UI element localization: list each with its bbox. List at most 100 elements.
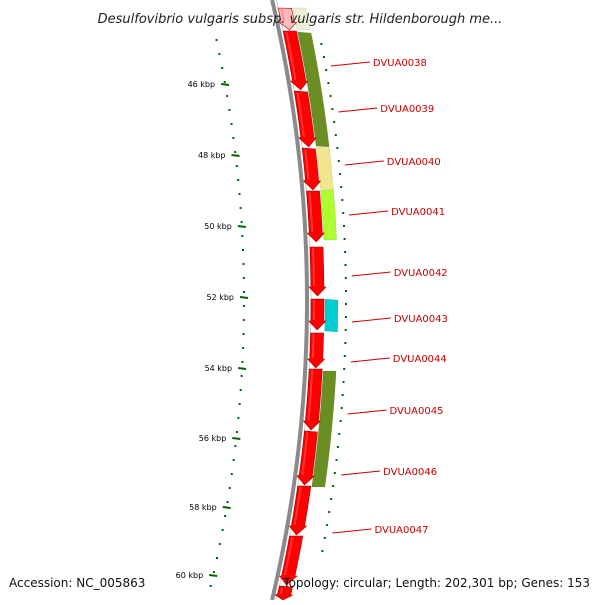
outer-tick-dot [336,147,339,149]
gene-arrow-highlight [304,149,310,180]
gene-arrow-highlight [301,432,309,475]
gene-leader-line [350,357,390,363]
outer-tick-dot [334,134,337,136]
scale-tick-label: 48 kbp [198,151,226,160]
gene-leader-line [351,317,391,323]
gene-label: DVUA0039 [380,104,434,115]
gene-arrow-highlight [279,587,284,595]
gene-label: DVUA0041 [391,207,445,218]
gene-arrow-highlight [280,9,286,22]
inner-tick-dot [221,67,224,69]
inner-tick-dot [240,221,243,223]
topology-summary: Topology: circular; Length: 202,301 bp; … [282,576,590,590]
outer-tick-dot [345,290,347,292]
inner-tick-dot [212,571,215,573]
gene-label: DVUA0047 [375,525,429,536]
accession-text: Accession: NC_005863 [9,576,145,590]
inner-tick-dot [239,389,242,391]
inner-tick-dot [238,193,241,195]
outer-tick-dot [341,199,344,201]
gene-leader-line [344,160,384,166]
inner-tick-dot [242,277,245,279]
gene-arrow [308,298,327,331]
gene-label: DVUA0043 [394,314,448,325]
scale-tick [222,506,231,509]
outer-tick-dot [321,550,324,552]
inner-tick-dot [234,151,237,153]
inner-tick-dot [228,109,231,111]
inner-tick-dot [240,375,243,377]
backbone-outer-line [270,0,309,601]
outer-tick-dot [344,251,347,253]
inner-tick-dot [218,53,221,55]
scale-tick-label: 58 kbp [189,503,217,512]
inner-tick-dot [242,347,245,349]
outer-tick-dot [320,43,323,45]
outer-tick-dot [328,511,331,513]
scale-tick [232,437,241,440]
gene-labels-layer: DVUA0038 DVUA0039 DVUA0040 DVUA0041 DVUA0042… [330,58,448,536]
inner-tick-dot [221,529,224,531]
features-layer [292,7,339,488]
outer-tick-dot [326,524,329,526]
outer-tick-dot [344,277,347,279]
gene-arrow-highlight [283,537,294,575]
outer-tick-dot [342,381,345,383]
outer-tick-dot [339,173,342,175]
outer-tick-dot [340,186,343,188]
gene-arrow-highlight [311,248,315,286]
gene-leader-line [332,528,372,534]
gene-label: DVUA0046 [383,467,437,478]
gene-label: DVUA0042 [394,268,448,279]
inner-tick-dot [216,557,218,559]
gene-arrow-highlight [296,92,305,137]
gene-label: DVUA0038 [373,58,427,69]
gene-leader-line [351,271,391,277]
inner-tick-dot [224,515,227,517]
outer-tick-dot [341,394,344,396]
genes-layer [274,7,327,601]
inner-tick-dot [235,165,238,167]
inner-tick-dot [230,473,233,475]
inner-tick-dot [228,487,231,489]
outer-tick-dot [343,368,346,370]
feature-band [311,370,337,488]
gene-leader-line [330,61,370,67]
inner-tick-dot [230,123,233,125]
gene-arrow-highlight [293,487,302,525]
inner-tick-dot [241,361,244,363]
inner-tick-dot [242,263,245,265]
ticks-layer: 46 kbp 48 kbp 50 kbp 52 kbp 54 kbp 56 kbp 58 k… [176,80,249,580]
gene-leader-line [338,107,378,113]
outer-tick-dot [345,303,347,305]
gene-arrow [308,246,327,297]
inner-tick-dot [234,445,237,447]
outer-tick-dot [332,485,335,487]
inner-tick-dot [238,403,241,405]
scale-tick [209,574,218,577]
gene-leader-line [349,210,389,216]
scale-tick [231,154,240,157]
outer-tick-dot [344,342,347,344]
inner-tick-dot [232,137,235,139]
outer-tick-dot [344,316,347,318]
outer-tick-dot [343,225,345,227]
inner-tick-dot [218,543,221,545]
outer-tick-dot [339,420,342,422]
outer-tick-dot [333,121,336,123]
gene-leader-line [341,470,381,476]
inner-tick-dot [243,305,245,307]
map-title: Desulfovibrio vulgaris subsp. vulgaris s… [98,12,503,27]
feature-band [292,7,311,31]
inner-tick-dot [232,459,235,461]
feature-band [324,298,339,333]
scale-tick [220,83,230,86]
outer-tick-dot [333,472,336,474]
scale-tick [239,296,249,299]
inner-tick-dot [237,179,240,181]
feature-band [297,31,330,148]
outer-tick-dot [343,238,346,240]
scale-tick-label: 60 kbp [176,571,204,580]
